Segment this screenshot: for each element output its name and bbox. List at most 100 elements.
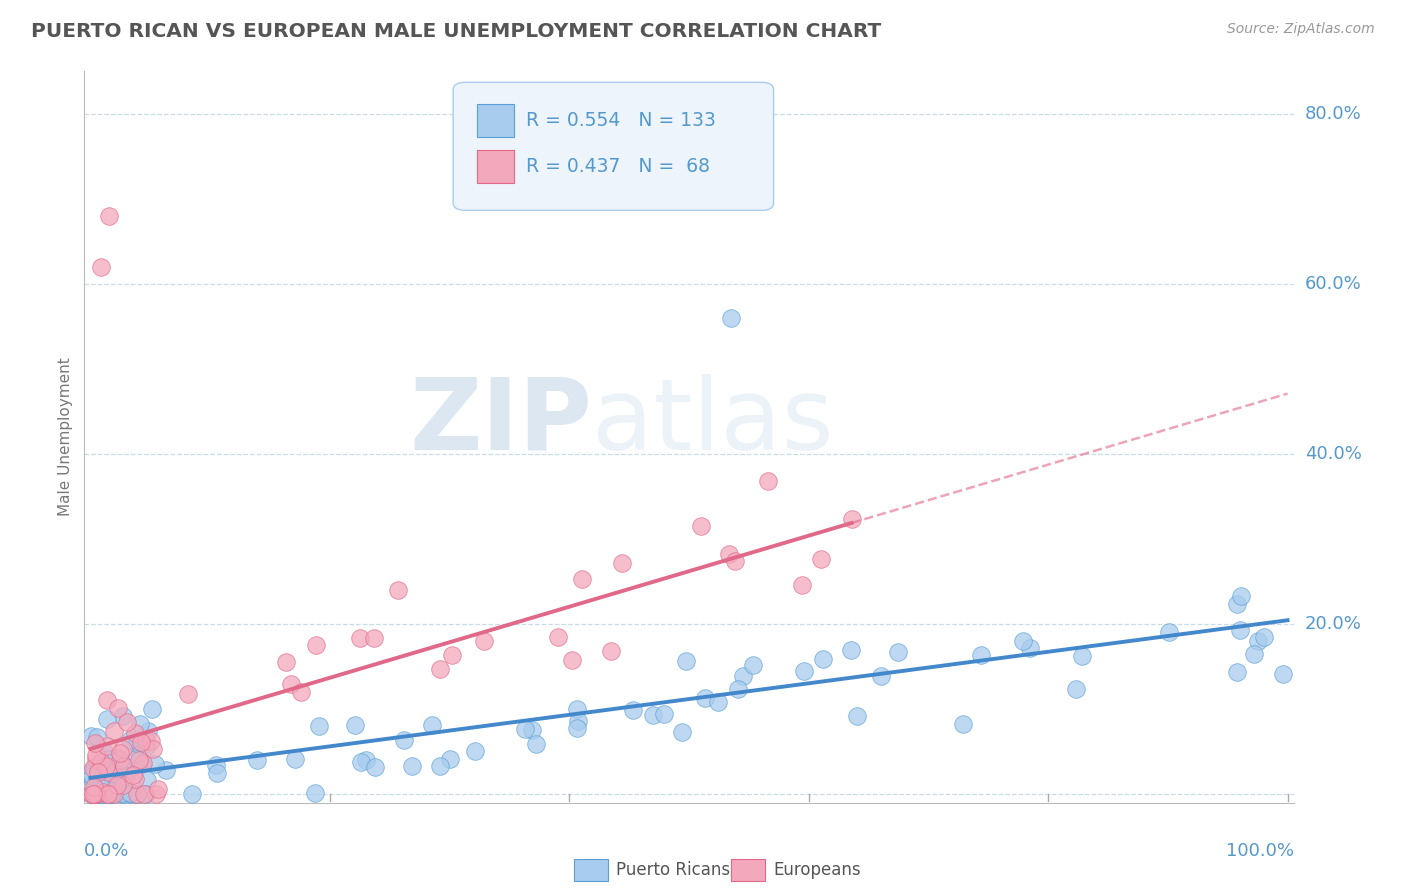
Point <box>112 767 135 781</box>
Point <box>207 766 229 780</box>
Point <box>439 752 461 766</box>
Point <box>1226 665 1249 679</box>
Point <box>176 688 198 702</box>
Point <box>610 556 633 570</box>
Bar <box>478 150 513 183</box>
Point <box>1071 649 1094 664</box>
Point <box>364 759 387 773</box>
Point <box>83 787 105 801</box>
Point <box>89 787 111 801</box>
Point <box>731 669 754 683</box>
Point <box>108 750 131 764</box>
Point <box>354 753 377 767</box>
Point <box>101 787 124 801</box>
Point <box>1229 623 1251 637</box>
Point <box>87 764 110 779</box>
Point <box>112 787 135 801</box>
Point <box>96 787 118 801</box>
Point <box>246 753 269 767</box>
Point <box>180 787 202 801</box>
Point <box>429 759 451 773</box>
Point <box>1253 630 1275 644</box>
Point <box>129 717 152 731</box>
Point <box>643 708 665 723</box>
Point <box>90 779 112 793</box>
Point <box>86 730 108 744</box>
Point <box>429 662 451 676</box>
Point <box>756 475 779 489</box>
Point <box>401 759 423 773</box>
Text: Europeans: Europeans <box>773 861 862 880</box>
Point <box>344 718 367 732</box>
Point <box>135 734 157 748</box>
Point <box>440 648 463 662</box>
Point <box>280 677 302 691</box>
Point <box>565 702 588 716</box>
Point <box>304 786 326 800</box>
Point <box>135 787 157 801</box>
Point <box>87 774 110 789</box>
Point <box>103 723 125 738</box>
Point <box>1064 681 1087 696</box>
Point <box>100 787 122 801</box>
Point <box>97 787 120 801</box>
Point <box>101 758 124 772</box>
Point <box>1247 633 1270 648</box>
Point <box>350 755 373 769</box>
Point <box>82 787 104 801</box>
Point <box>561 652 583 666</box>
Point <box>142 742 165 756</box>
Point <box>101 783 124 797</box>
Point <box>363 631 385 645</box>
Point <box>695 691 717 706</box>
Point <box>125 787 148 801</box>
Point <box>96 757 118 772</box>
Point <box>124 772 146 786</box>
Point <box>108 747 131 761</box>
Point <box>464 744 486 758</box>
Point <box>83 787 105 801</box>
Point <box>96 774 118 789</box>
Point <box>89 758 111 772</box>
Point <box>91 787 114 801</box>
Point <box>138 724 160 739</box>
Point <box>135 740 157 755</box>
Point <box>1159 625 1181 640</box>
Point <box>101 765 124 780</box>
Point <box>308 719 330 733</box>
Point <box>124 726 146 740</box>
Point <box>146 782 169 797</box>
Point <box>1271 667 1294 681</box>
Point <box>524 737 547 751</box>
Point <box>571 573 593 587</box>
Point <box>810 551 832 566</box>
Point <box>718 547 741 561</box>
Point <box>111 773 134 788</box>
Point <box>80 768 103 782</box>
Point <box>887 645 910 659</box>
Point <box>1230 589 1253 603</box>
Point <box>83 736 105 750</box>
Point <box>1226 597 1249 611</box>
Point <box>132 787 155 801</box>
Point <box>96 752 118 766</box>
Text: 0.0%: 0.0% <box>84 842 129 860</box>
Point <box>841 512 863 526</box>
Point <box>80 769 103 783</box>
Point <box>94 787 117 801</box>
Text: 60.0%: 60.0% <box>1305 275 1361 293</box>
Point <box>125 787 148 801</box>
Point <box>80 766 103 780</box>
Point <box>120 733 142 747</box>
Point <box>124 787 146 801</box>
Point <box>93 787 115 801</box>
Point <box>600 644 623 658</box>
Point <box>131 756 153 771</box>
Point <box>305 638 328 652</box>
Point <box>83 761 105 775</box>
Point <box>128 753 150 767</box>
Text: R = 0.437   N =  68: R = 0.437 N = 68 <box>526 157 710 176</box>
Point <box>131 735 153 749</box>
Point <box>97 787 120 801</box>
Point <box>1011 634 1033 648</box>
